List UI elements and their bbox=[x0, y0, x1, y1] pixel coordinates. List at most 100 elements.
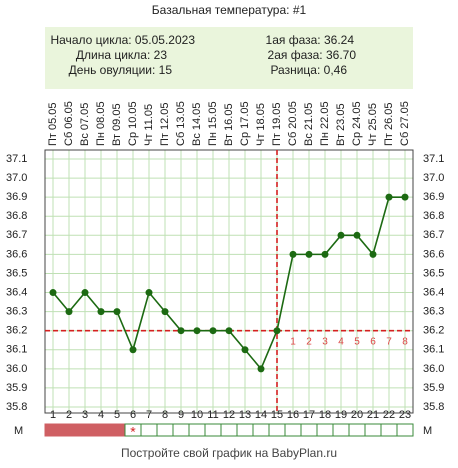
y-tick-label: 35.8 bbox=[423, 401, 444, 413]
date-label: Вт 09.05 bbox=[111, 103, 123, 146]
y-tick-label: 36.2 bbox=[6, 325, 27, 337]
y-tick-label: 36.4 bbox=[6, 286, 27, 298]
menstruation-cell bbox=[172, 423, 190, 437]
temperature-point bbox=[337, 231, 345, 239]
menstruation-cell bbox=[348, 423, 366, 437]
date-label: Пт 12.05 bbox=[159, 102, 171, 146]
temperature-point bbox=[225, 327, 233, 335]
x-tick-label: 12 bbox=[223, 409, 235, 421]
phase-day-label: 3 bbox=[322, 336, 328, 347]
date-label: Пт 26.05 bbox=[383, 102, 395, 146]
y-tick-label: 36.0 bbox=[6, 363, 27, 375]
info-text: День овуляции: 15 bbox=[69, 63, 173, 77]
y-tick-label: 36.1 bbox=[423, 344, 444, 356]
temperature-point bbox=[97, 308, 105, 316]
menstruation-cell bbox=[44, 423, 62, 437]
temperature-point bbox=[305, 250, 313, 258]
date-label: Чт 11.05 bbox=[143, 104, 155, 146]
temperature-point bbox=[257, 365, 265, 373]
footer: Постройте свой график на BabyPlan.ru bbox=[121, 446, 337, 460]
date-label: Сб 13.05 bbox=[175, 101, 187, 146]
x-tick-label: 21 bbox=[367, 409, 379, 421]
date-label: Сб 27.05 bbox=[399, 101, 411, 146]
temperature-point bbox=[401, 193, 409, 201]
x-tick-label: 13 bbox=[239, 409, 251, 421]
x-tick-label: 4 bbox=[98, 409, 104, 421]
menstruation-cell bbox=[220, 423, 238, 437]
temperature-point bbox=[81, 289, 89, 297]
chart-title: Базальная температура: #1 bbox=[152, 3, 307, 17]
y-tick-label: 36.5 bbox=[6, 267, 27, 279]
menstruation-cell bbox=[92, 423, 110, 437]
y-tick-label: 36.9 bbox=[6, 191, 27, 203]
x-tick-label: 7 bbox=[146, 409, 152, 421]
x-tick-label: 14 bbox=[255, 409, 267, 421]
temperature-point bbox=[177, 327, 185, 335]
menstruation-cell bbox=[380, 423, 398, 437]
y-tick-label: 36.9 bbox=[423, 191, 444, 203]
menstruation-cell bbox=[300, 423, 318, 437]
date-label: Вс 07.05 bbox=[79, 103, 91, 146]
x-tick-label: 6 bbox=[130, 409, 136, 421]
phase-day-label: 7 bbox=[386, 336, 392, 347]
temperature-point bbox=[273, 327, 281, 335]
temperature-point bbox=[369, 250, 377, 258]
temperature-point bbox=[145, 289, 153, 297]
info-box bbox=[45, 27, 413, 89]
y-tick-label: 35.9 bbox=[6, 382, 27, 394]
y-tick-label: 36.4 bbox=[423, 286, 444, 298]
menstruation-cell bbox=[364, 423, 382, 437]
phase-day-label: 5 bbox=[354, 336, 360, 347]
menstruation-cell bbox=[316, 423, 334, 437]
temperature-point bbox=[353, 231, 361, 239]
menstruation-cell bbox=[60, 423, 78, 437]
date-label: Сб 06.05 bbox=[63, 101, 75, 146]
y-tick-label: 36.3 bbox=[6, 306, 27, 318]
date-label: Чт 18.05 bbox=[255, 103, 267, 146]
y-tick-label: 35.8 bbox=[6, 401, 27, 413]
info-text: 1ая фаза: 36.24 bbox=[266, 33, 355, 47]
x-tick-label: 2 bbox=[66, 409, 72, 421]
menstruation-cell bbox=[156, 423, 174, 437]
temperature-point bbox=[193, 327, 201, 335]
menstruation-cell bbox=[204, 423, 222, 437]
temperature-point bbox=[113, 308, 121, 316]
menstruation-marker: * bbox=[130, 424, 136, 440]
info-text: Разница: 0,46 bbox=[270, 63, 347, 77]
y-tick-label: 36.3 bbox=[423, 306, 444, 318]
phase-day-label: 1 bbox=[290, 336, 296, 347]
temperature-point bbox=[241, 346, 249, 354]
menstruation-cell bbox=[140, 423, 158, 437]
date-label: Ср 10.05 bbox=[127, 101, 139, 146]
date-label: Пн 15.05 bbox=[207, 101, 219, 146]
y-tick-label: 36.8 bbox=[6, 210, 27, 222]
x-tick-label: 10 bbox=[191, 409, 203, 421]
date-label: Ср 24.05 bbox=[351, 101, 363, 146]
date-label: Вт 16.05 bbox=[223, 103, 235, 146]
temperature-point bbox=[129, 346, 137, 354]
temperature-point bbox=[209, 327, 217, 335]
y-tick-label: 36.7 bbox=[6, 229, 27, 241]
info-text: Начало цикла: 05.05.2023 bbox=[50, 33, 195, 47]
date-label: Вс 21.05 bbox=[303, 103, 315, 146]
date-label: Сб 20.05 bbox=[287, 101, 299, 146]
y-tick-label: 36.6 bbox=[6, 248, 27, 260]
y-tick-label: 36.7 bbox=[423, 229, 444, 241]
x-tick-label: 18 bbox=[319, 409, 331, 421]
menstruation-cell bbox=[236, 423, 254, 437]
temperature-point bbox=[289, 250, 297, 258]
menstruation-cell bbox=[268, 423, 286, 437]
y-tick-label: 36.1 bbox=[6, 344, 27, 356]
x-tick-label: 15 bbox=[271, 409, 283, 421]
x-tick-label: 20 bbox=[351, 409, 363, 421]
x-tick-label: 9 bbox=[178, 409, 184, 421]
y-tick-label: 36.8 bbox=[423, 210, 444, 222]
x-tick-label: 17 bbox=[303, 409, 315, 421]
x-tick-label: 11 bbox=[207, 409, 218, 421]
y-tick-label: 36.6 bbox=[423, 248, 444, 260]
x-tick-label: 23 bbox=[399, 409, 411, 421]
phase-day-label: 6 bbox=[370, 336, 376, 347]
info-text: 2ая фаза: 36.70 bbox=[268, 48, 357, 62]
x-tick-label: 22 bbox=[383, 409, 395, 421]
